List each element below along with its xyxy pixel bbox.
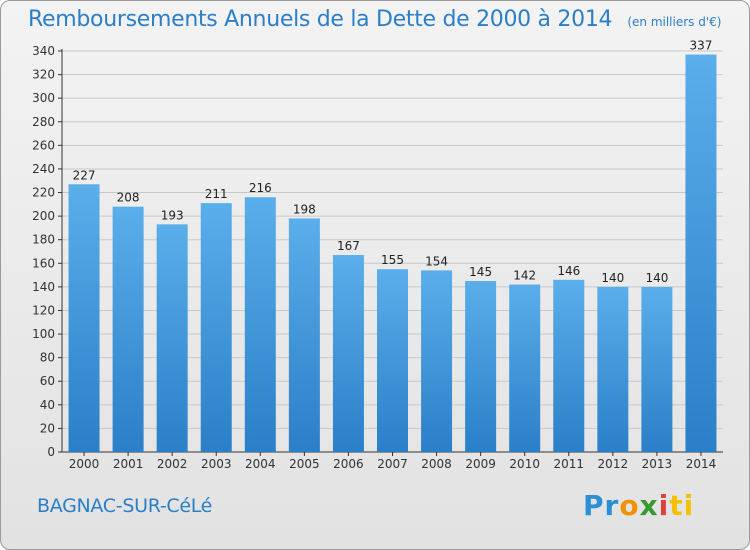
bar (288, 218, 320, 452)
bar (421, 270, 453, 452)
bar (465, 280, 497, 452)
bar-value-label: 155 (381, 253, 404, 267)
y-tick-label: 340 (32, 44, 55, 58)
y-tick-label: 300 (32, 91, 55, 105)
x-tick-label: 2002 (157, 457, 188, 471)
logo-part: ti (669, 489, 695, 522)
logo-part: Pr (583, 489, 620, 522)
x-tick-label: 2013 (642, 457, 673, 471)
bar-value-label: 198 (293, 202, 316, 216)
logo-part: o (619, 489, 640, 522)
y-tick-label: 100 (32, 327, 55, 341)
x-tick-labels: 2000 2001 2002 2003 2004 2005 2006 2007 2008 2009… (69, 457, 716, 471)
commune-name: BAGNAC-SUR-CéLé (37, 495, 213, 517)
bar-value-label: 146 (557, 264, 580, 278)
bar (156, 224, 188, 452)
chart-title: Remboursements Annuels de la Dette de 20… (28, 7, 721, 32)
y-tick-label: 140 (32, 280, 55, 294)
x-tick-label: 2006 (333, 457, 364, 471)
bar-value-label: 337 (690, 39, 713, 53)
proxiti-logo: Proxiti (583, 489, 694, 522)
x-tick-label: 2007 (377, 457, 408, 471)
y-tick-label: 260 (32, 138, 55, 152)
logo-part: i (658, 489, 670, 522)
bar-value-label: 167 (337, 239, 360, 253)
bar (332, 255, 364, 452)
y-tick-label: 20 (40, 421, 55, 435)
x-tick-label: 2014 (686, 457, 717, 471)
y-tick-labels: 0 20 40 60 80 100 120 140 160 180 200 220 240 260 280 3… (32, 44, 55, 459)
y-tick-label: 320 (32, 68, 55, 82)
y-tick-label: 280 (32, 115, 55, 129)
bar (553, 279, 585, 452)
x-tick-label: 2000 (69, 457, 100, 471)
bar-value-label: 211 (205, 187, 228, 201)
bar-value-label: 193 (161, 208, 184, 222)
bar (685, 54, 717, 452)
x-tick-label: 2003 (201, 457, 232, 471)
x-tick-label: 2005 (289, 457, 320, 471)
bar (597, 286, 629, 452)
bar (112, 206, 144, 452)
bar-value-label: 140 (601, 271, 624, 285)
y-tick-label: 40 (40, 398, 55, 412)
chart-unit-text: (en milliers d'€) (627, 15, 722, 29)
y-tick-label: 240 (32, 162, 55, 176)
bar (509, 284, 541, 452)
x-tick-label: 2011 (553, 457, 584, 471)
bars (68, 54, 717, 452)
y-tick-label: 180 (32, 233, 55, 247)
y-tick-label: 60 (40, 374, 55, 388)
y-tick-label: 200 (32, 209, 55, 223)
x-tick-label: 2010 (509, 457, 540, 471)
x-tick-label: 2012 (598, 457, 629, 471)
bar (200, 203, 232, 452)
bar-value-label: 216 (249, 181, 272, 195)
bar (377, 269, 408, 452)
y-tick-label: 120 (32, 303, 55, 317)
y-tick-label: 160 (32, 256, 55, 270)
bar (641, 286, 673, 452)
x-tick-label: 2009 (465, 457, 496, 471)
bar (244, 197, 276, 452)
y-tick-label: 80 (40, 351, 55, 365)
bar-value-label: 140 (645, 271, 668, 285)
bar-value-label: 145 (469, 265, 492, 279)
chart-title-text: Remboursements Annuels de la Dette de 20… (28, 7, 613, 32)
x-tick-label: 2008 (421, 457, 452, 471)
y-tick-label: 220 (32, 186, 55, 200)
bar-value-labels: 227 208 193 211 216 198 167 155 154 145 142 146 140 1… (73, 39, 713, 285)
y-tick-label: 0 (47, 445, 55, 459)
bar-value-label: 227 (73, 168, 96, 182)
bar-value-label: 154 (425, 254, 448, 268)
bar-value-label: 142 (513, 269, 536, 283)
x-tick-label: 2004 (245, 457, 276, 471)
x-tick-label: 2001 (113, 457, 144, 471)
bar (68, 184, 100, 452)
bar-value-label: 208 (117, 191, 140, 205)
logo-part: x (639, 489, 659, 522)
